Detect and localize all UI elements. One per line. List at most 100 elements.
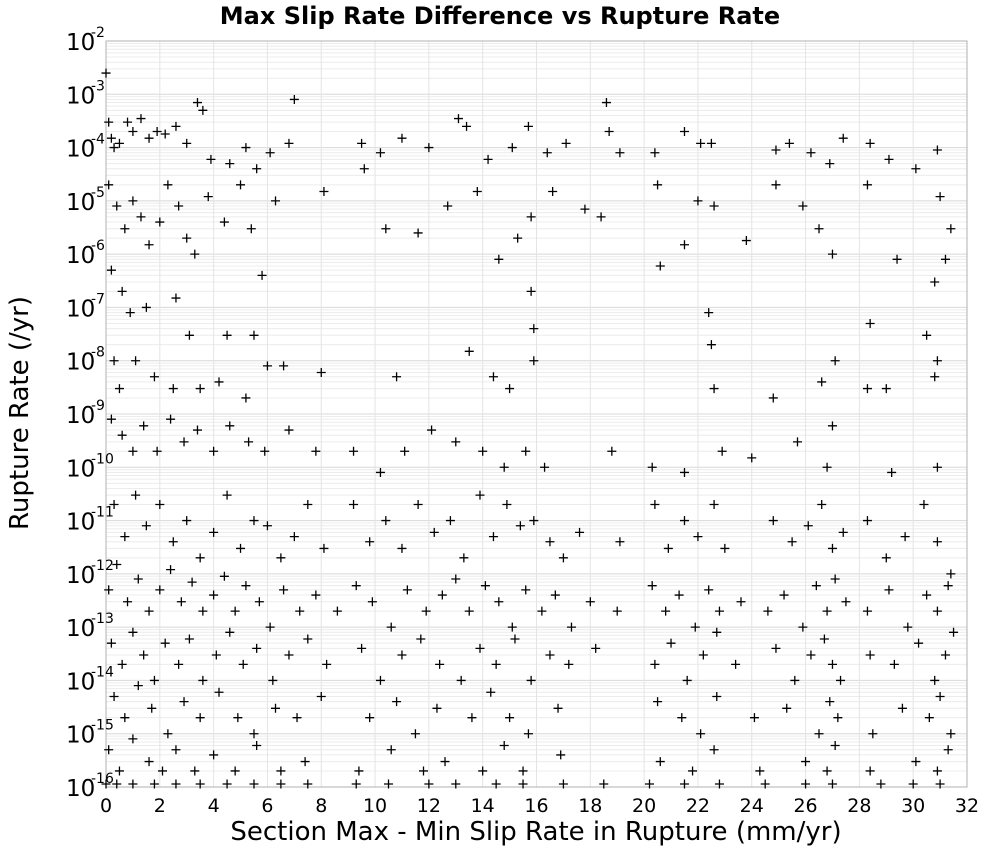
data-point: [709, 201, 719, 211]
data-point: [424, 143, 434, 153]
data-point: [798, 622, 808, 632]
x-tick-label: 30: [901, 795, 925, 817]
data-point: [155, 585, 165, 595]
data-point: [209, 750, 219, 760]
data-point: [709, 500, 719, 510]
data-point: [397, 543, 407, 553]
data-point: [459, 553, 469, 563]
data-point: [206, 154, 216, 164]
data-point: [833, 713, 843, 723]
data-point: [225, 421, 235, 431]
data-point: [123, 597, 133, 607]
x-tick-label: 16: [524, 795, 548, 817]
data-point: [545, 650, 555, 660]
data-point: [120, 532, 130, 542]
data-point: [254, 597, 264, 607]
data-point: [109, 691, 119, 701]
data-point: [946, 224, 956, 234]
data-point: [249, 779, 259, 789]
data-point: [349, 500, 359, 510]
data-point: [279, 361, 289, 371]
data-point: [865, 650, 875, 660]
data-point: [112, 779, 122, 789]
data-point: [195, 713, 205, 723]
data-point: [830, 356, 840, 366]
data-point: [109, 356, 119, 366]
data-point: [174, 659, 184, 669]
data-point: [696, 729, 706, 739]
data-point: [540, 462, 550, 472]
data-point: [561, 138, 571, 148]
data-point: [117, 286, 127, 296]
data-point: [214, 687, 224, 697]
x-tick-label: 24: [740, 795, 764, 817]
y-tick-base: 10: [66, 190, 95, 216]
y-tick-base: 10: [66, 776, 95, 802]
data-point: [679, 467, 689, 477]
data-point: [499, 741, 509, 751]
data-point: [109, 143, 119, 153]
data-point: [897, 703, 907, 713]
data-point: [946, 569, 956, 579]
y-tick-base: 10: [66, 243, 95, 269]
data-point: [190, 249, 200, 259]
data-point: [862, 180, 872, 190]
data-point: [814, 224, 824, 234]
data-point: [478, 766, 488, 776]
x-axis-label: Section Max - Min Slip Rate in Rupture (…: [230, 817, 841, 847]
data-point: [168, 537, 178, 547]
x-tick-label: 32: [955, 795, 979, 817]
data-point: [903, 622, 913, 632]
data-point: [236, 543, 246, 553]
data-point: [249, 330, 259, 340]
data-point: [112, 201, 122, 211]
data-point: [919, 500, 929, 510]
data-point: [822, 462, 832, 472]
data-point: [351, 779, 361, 789]
data-point: [289, 94, 299, 104]
data-point: [876, 779, 886, 789]
data-point: [566, 622, 576, 632]
data-point: [521, 585, 531, 595]
data-point: [381, 516, 391, 526]
data-point: [271, 703, 281, 713]
data-point: [109, 500, 119, 510]
data-point: [814, 729, 824, 739]
data-point: [443, 201, 453, 211]
data-point: [241, 143, 251, 153]
data-point: [292, 713, 302, 723]
data-point: [260, 446, 270, 456]
data-point: [884, 154, 894, 164]
data-point: [507, 622, 517, 632]
data-point: [529, 356, 539, 366]
data-point: [365, 713, 375, 723]
data-point: [510, 634, 520, 644]
data-point: [176, 597, 186, 607]
y-tick-exponent: -11: [91, 505, 114, 521]
data-point: [790, 675, 800, 685]
data-point: [179, 697, 189, 707]
y-tick-exponent: -8: [91, 345, 105, 361]
data-point: [413, 500, 423, 510]
data-point: [771, 643, 781, 653]
data-point: [384, 779, 394, 789]
data-point: [655, 261, 665, 271]
data-point: [160, 638, 170, 648]
data-point: [647, 462, 657, 472]
data-point: [149, 372, 159, 382]
data-point: [507, 143, 517, 153]
y-tick-label: 10-13: [66, 611, 114, 642]
data-point: [386, 622, 396, 632]
data-point: [190, 766, 200, 776]
data-point: [456, 675, 466, 685]
data-point: [418, 766, 428, 776]
y-tick-exponent: -16: [91, 771, 114, 787]
data-point: [128, 627, 138, 637]
data-point: [114, 138, 124, 148]
data-point: [198, 105, 208, 115]
data-point: [518, 779, 528, 789]
y-tick-base: 10: [66, 137, 95, 163]
y-axis-label: Rupture Rate (/yr): [5, 296, 35, 530]
data-point: [128, 779, 138, 789]
